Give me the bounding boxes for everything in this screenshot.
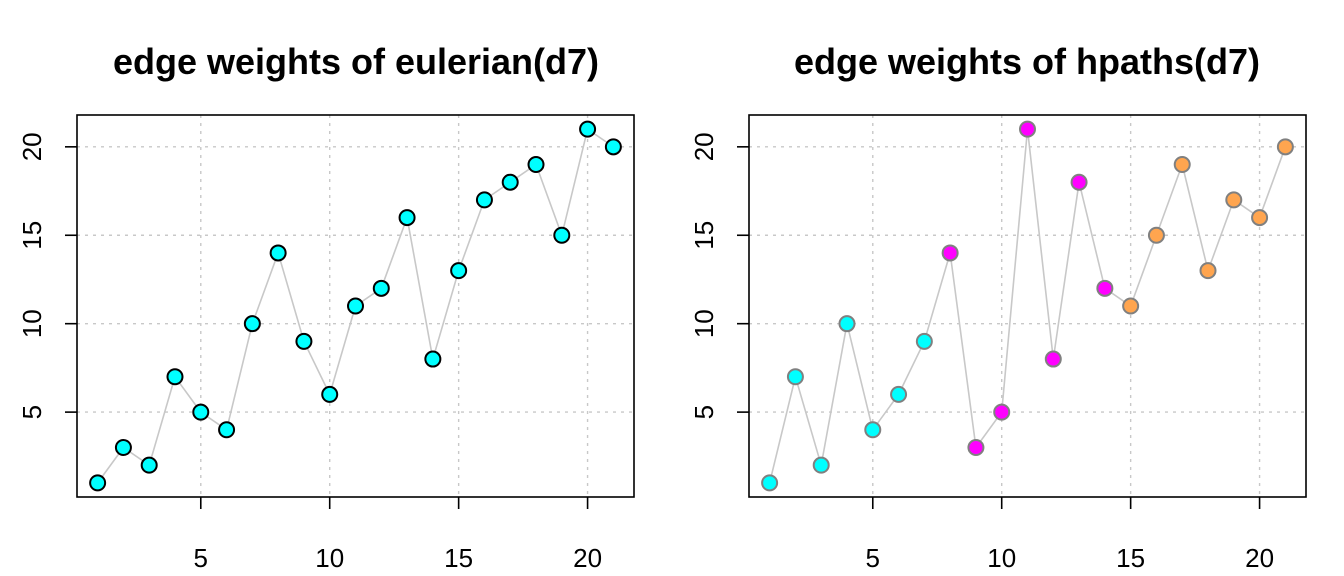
- left-grid: [77, 115, 634, 497]
- left-x-tick-label-5: 5: [194, 543, 208, 573]
- right-point-20: [1251, 209, 1269, 227]
- left-y-tick-label-5: 5: [17, 405, 47, 419]
- left-point-4: [166, 368, 184, 386]
- left-point-17: [501, 173, 519, 191]
- left-point-6: [218, 421, 236, 439]
- left-point-15: [450, 262, 468, 280]
- left-chart-title: edge weights of eulerian(d7): [113, 41, 599, 82]
- right-point-8: [941, 244, 959, 262]
- right-point-19: [1225, 191, 1243, 209]
- right-point-14: [1096, 279, 1114, 297]
- left-point-2: [114, 438, 132, 456]
- left-y-tick-label-20: 20: [17, 132, 47, 161]
- right-y-tick-label-10: 10: [689, 309, 719, 338]
- left-point-12: [372, 279, 390, 297]
- right-x-tick-label-10: 10: [987, 543, 1016, 573]
- left-plot-frame: [76, 114, 635, 498]
- right-point-9: [967, 438, 985, 456]
- right-chart-title: edge weights of hpaths(d7): [794, 41, 1260, 82]
- right-point-21: [1276, 138, 1294, 156]
- left-point-11: [347, 297, 364, 315]
- left-x-tick-label-10: 10: [315, 543, 344, 573]
- left-point-21: [604, 138, 622, 156]
- left-point-18: [527, 156, 545, 174]
- right-point-13: [1070, 173, 1088, 191]
- left-axis-ticks: 5 10 15 20 5 10 15 20: [17, 132, 602, 573]
- left-point-7: [243, 315, 261, 333]
- right-point-12: [1044, 350, 1062, 368]
- right-plot-frame: [748, 114, 1307, 498]
- right-chart-panel: edge weights of hpaths(d7) 5 10 15 20 5 10 15 2…: [689, 41, 1307, 573]
- right-point-4: [838, 315, 856, 333]
- right-point-18: [1199, 262, 1217, 280]
- left-point-19: [553, 226, 571, 244]
- left-point-20: [579, 120, 597, 138]
- right-point-3: [812, 456, 830, 474]
- left-point-3: [140, 456, 158, 474]
- right-point-6: [890, 385, 908, 403]
- left-point-10: [321, 385, 339, 403]
- left-point-8: [269, 244, 287, 262]
- left-point-5: [192, 403, 210, 421]
- right-point-1: [761, 474, 779, 492]
- left-x-tick-label-15: 15: [444, 543, 473, 573]
- right-x-tick-label-20: 20: [1245, 543, 1274, 573]
- right-point-11: [1019, 120, 1036, 138]
- left-points: [89, 120, 622, 492]
- right-axis-ticks: 5 10 15 20 5 10 15 20: [689, 132, 1274, 573]
- left-x-tick-label-20: 20: [573, 543, 602, 573]
- right-point-17: [1173, 156, 1191, 174]
- right-point-5: [864, 421, 882, 439]
- left-chart-panel: edge weights of eulerian(d7) 5 10 15 20 5 10 1…: [17, 41, 635, 573]
- right-y-tick-label-20: 20: [689, 132, 719, 161]
- right-point-16: [1147, 226, 1165, 244]
- right-points: [761, 120, 1294, 492]
- right-point-15: [1122, 297, 1140, 315]
- right-x-tick-label-15: 15: [1116, 543, 1145, 573]
- left-point-13: [398, 209, 416, 227]
- right-series-line: [768, 129, 1287, 484]
- left-y-tick-label-15: 15: [17, 221, 47, 250]
- right-grid: [749, 115, 1306, 497]
- right-y-tick-label-15: 15: [689, 221, 719, 250]
- right-x-tick-label-5: 5: [866, 543, 880, 573]
- left-point-1: [89, 474, 107, 492]
- left-point-9: [295, 332, 313, 350]
- left-y-tick-label-10: 10: [17, 309, 47, 338]
- right-y-tick-label-5: 5: [689, 405, 719, 419]
- right-point-2: [786, 368, 804, 386]
- left-point-14: [424, 350, 442, 368]
- left-point-16: [475, 191, 493, 209]
- right-point-10: [993, 403, 1011, 421]
- right-point-7: [915, 332, 933, 350]
